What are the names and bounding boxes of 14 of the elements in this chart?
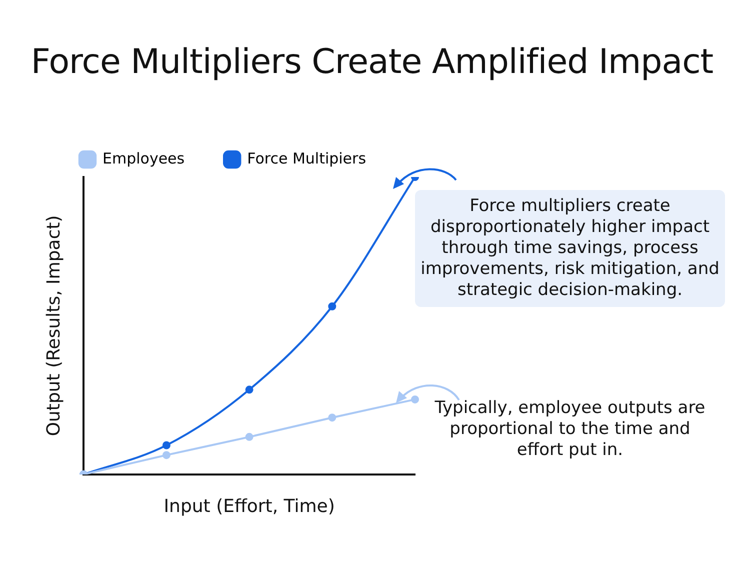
chart-title: Force Multipliers Create Amplified Impact: [30, 42, 714, 82]
point: [328, 414, 336, 422]
x-axis-title: Input (Effort, Time): [164, 496, 335, 517]
point: [411, 395, 419, 404]
text: Force multipliers create disproportionately higher impact through time savings, process improvements, risk mitigation, and strategic decision-making.: [415, 190, 725, 307]
point: [162, 441, 170, 450]
legend-label: Force Multipiers: [247, 149, 366, 168]
legend-label: Employees: [102, 149, 185, 168]
point: [328, 302, 336, 310]
point: [245, 386, 254, 394]
y-axis-title: Output (Results, Impact): [43, 215, 64, 436]
point: [245, 432, 254, 441]
text: Typically, employee outputs are proportional to the time and effort put in.: [434, 398, 706, 461]
point: [162, 451, 170, 460]
